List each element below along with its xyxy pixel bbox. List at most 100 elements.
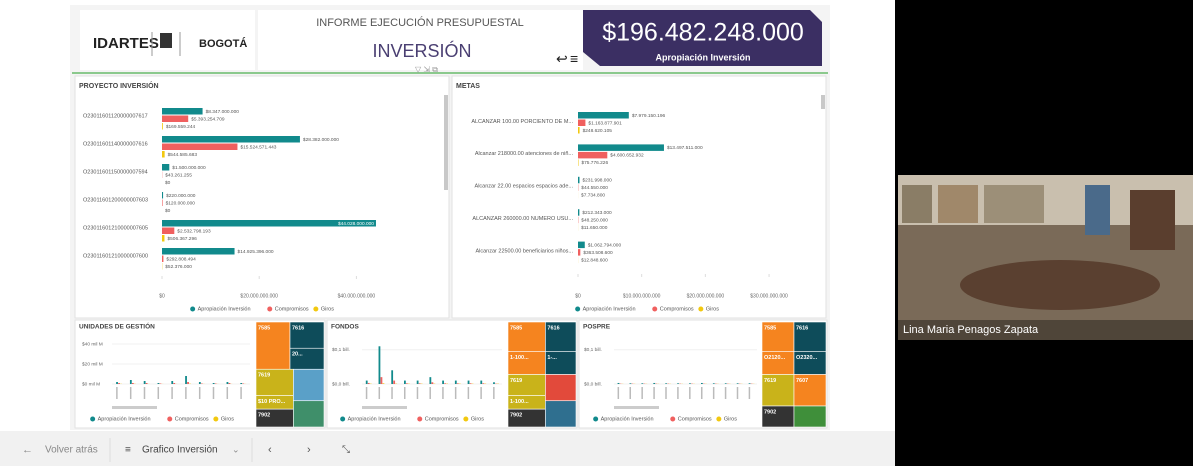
category-label: O23011601140000007616 [83, 141, 148, 147]
category-tick [468, 387, 470, 399]
bar [162, 228, 174, 235]
report-subtitle: INVERSIÓN [372, 40, 471, 61]
legend-label: Apropiación Inversión [198, 306, 251, 312]
bar [199, 382, 201, 384]
back-arrow[interactable]: ← [22, 444, 33, 456]
category-tick [391, 387, 393, 399]
treemap-label: 7616 [292, 325, 304, 331]
visual-options[interactable]: ▽ ⇲ ⧉ [415, 65, 438, 74]
video-painting [984, 185, 1044, 223]
kpi-label: Apropiación Inversión [655, 52, 750, 62]
bar [431, 382, 433, 384]
value-label: $120.000.000 [166, 200, 196, 206]
value-label: $1.062.794.000 [588, 242, 622, 248]
value-label: $13.497.511.000 [667, 145, 703, 151]
y-tick-label: $0 mil M [82, 381, 100, 387]
bar [201, 384, 203, 385]
bar [442, 381, 444, 384]
category-tick [653, 387, 655, 399]
bar [417, 381, 419, 384]
page-selector[interactable]: Grafico Inversión [142, 445, 218, 456]
value-label: $231.998.000 [582, 178, 612, 184]
value-label: $0 [165, 208, 171, 214]
back-icon[interactable]: ↩ [556, 51, 568, 67]
scrollbar[interactable] [614, 406, 659, 409]
bar [368, 383, 370, 384]
category-tick [429, 387, 431, 399]
legend-label: Compromisos [678, 416, 712, 422]
scrollbar[interactable] [444, 95, 448, 190]
legend-label: Compromisos [275, 306, 309, 312]
fullscreen[interactable]: ⤡ [342, 445, 350, 456]
scrollbar[interactable] [112, 406, 157, 409]
page-dropdown[interactable]: ⌄ [232, 444, 240, 454]
category-tick [227, 387, 229, 399]
next-page[interactable]: › [307, 444, 311, 456]
value-label: $44.028.000.000 [338, 221, 374, 227]
bar [618, 383, 620, 384]
value-label: $5.393.254.709 [191, 116, 225, 122]
x-tick-label: $20.000.000.000 [687, 293, 725, 299]
report-title: INFORME EJECUCIÓN PRESUPUESTAL [316, 16, 524, 29]
bar [701, 383, 703, 384]
bar [215, 384, 217, 385]
bar [406, 383, 408, 384]
category-tick [737, 387, 739, 399]
bar [162, 123, 163, 130]
bar [366, 381, 368, 384]
x-tick-label: $10.000.000.000 [623, 293, 661, 299]
treemap-tile [293, 401, 324, 427]
legend-marker [167, 417, 172, 422]
value-label: $248.620.105 [583, 128, 613, 134]
logo-shield [160, 33, 172, 48]
value-label: $11.650.000 [581, 225, 608, 231]
value-label: $220.000.000 [166, 193, 196, 199]
bar [713, 383, 715, 384]
treemap-tile [794, 406, 826, 427]
legend-label: Giros [321, 306, 334, 312]
page: Informe Ejecución Presupuestal { "header… [0, 0, 1193, 466]
category-label: O23011601210000007600 [83, 253, 148, 259]
treemap-label: 7902 [764, 409, 776, 415]
category-tick [493, 387, 495, 399]
value-label: $7.734.800 [581, 193, 605, 199]
y-tick-label: $0,0 bill. [584, 381, 602, 387]
bar [749, 383, 751, 384]
bar [578, 209, 579, 216]
value-label: $28.382.000.000 [303, 137, 339, 143]
video-painting [938, 185, 978, 223]
bar [629, 383, 631, 384]
legend-marker [698, 307, 703, 312]
category-tick [701, 387, 703, 399]
bar [187, 382, 189, 384]
treemap-label: 7619 [258, 373, 270, 379]
legend-label: Compromisos [660, 306, 694, 312]
bar [578, 152, 607, 159]
treemap-tile [293, 369, 324, 401]
prev-page[interactable]: ‹ [268, 444, 272, 456]
menu-icon[interactable]: ≡ [570, 51, 578, 67]
bar [404, 381, 406, 384]
bar [162, 144, 237, 151]
bar [240, 383, 242, 384]
category-tick [480, 387, 482, 399]
bar [480, 381, 482, 384]
category-tick [725, 387, 727, 399]
scrollbar[interactable] [362, 406, 407, 409]
value-label: $544.585.683 [168, 152, 198, 158]
category-tick [689, 387, 691, 399]
bar [162, 256, 163, 263]
legend-marker [716, 417, 721, 422]
bar [171, 381, 173, 384]
category-label: O23011601210000007605 [83, 225, 148, 231]
category-tick [618, 387, 620, 399]
panel-title: POSPRE [583, 324, 611, 331]
treemap-label: 1-100... [510, 355, 529, 361]
scrollbar[interactable] [821, 95, 825, 109]
treemap-label: 7607 [796, 378, 808, 384]
bar [144, 381, 146, 384]
back-button[interactable]: Volver atrás [45, 445, 98, 456]
bar [653, 383, 655, 384]
bar [468, 381, 470, 384]
bar [444, 383, 446, 384]
